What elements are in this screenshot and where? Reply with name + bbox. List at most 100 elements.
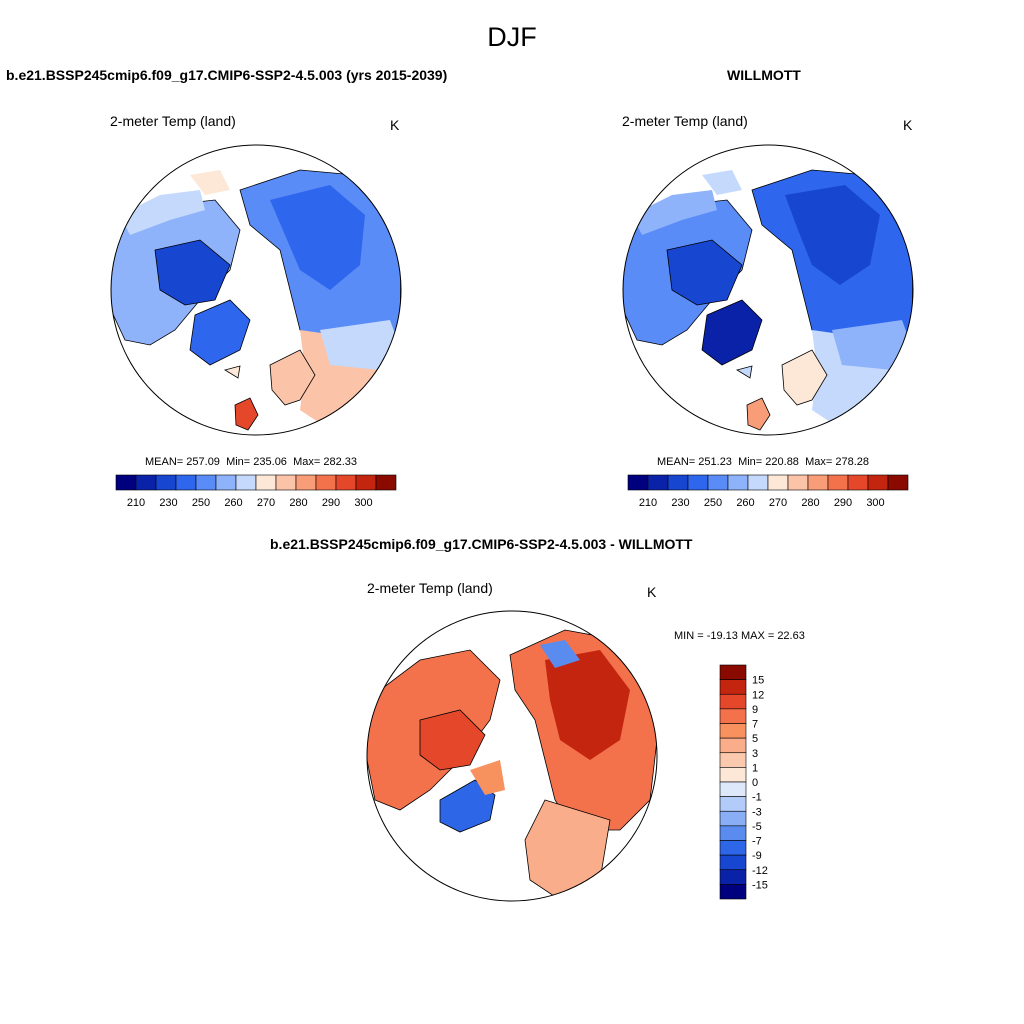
left-mean-value: 257.09	[186, 456, 220, 468]
diff-colorbar-swatch	[719, 708, 747, 724]
right-map-greenland	[701, 299, 763, 366]
left-colorbar-swatch	[155, 474, 177, 491]
right-colorbar-swatch	[647, 474, 669, 491]
right-colorbar-swatch	[767, 474, 789, 491]
right-colorbar-tick-label: 250	[704, 497, 722, 509]
diff-colorbar-tick-label: 0	[752, 777, 758, 789]
diff-colorbar-tick-label: -3	[752, 806, 762, 818]
left-colorbar-swatch	[195, 474, 217, 491]
right-colorbar-swatch	[887, 474, 909, 491]
left-colorbar: 210 230 250 260 270 280 290 300	[115, 474, 397, 509]
difference-map-border	[366, 610, 658, 902]
diff-map-greenland	[439, 779, 496, 833]
difference-polar-map	[367, 611, 657, 901]
right-panel-case-title: WILLMOTT	[727, 67, 801, 83]
left-colorbar-tick-label: 290	[322, 497, 340, 509]
diff-panel-units-label: K	[647, 584, 657, 600]
diff-map-greenland-edge	[470, 760, 505, 795]
right-colorbar-swatch	[867, 474, 889, 491]
right-mean-value: 251.23	[698, 456, 732, 468]
left-map-pacific-coast	[190, 170, 230, 195]
left-polar-map	[111, 145, 401, 435]
diff-colorbar-swatch	[719, 840, 747, 856]
left-colorbar-swatch	[255, 474, 277, 491]
left-map-alaska	[120, 190, 205, 235]
left-map-greenland	[189, 299, 251, 366]
right-colorbar-swatch	[827, 474, 849, 491]
diff-colorbar-tick-label: -5	[752, 821, 762, 833]
right-colorbar-swatch	[707, 474, 729, 491]
right-map-arctic-archipelago	[666, 239, 743, 306]
left-colorbar-tick-label: 230	[159, 497, 177, 509]
diff-colorbar-tick-label: 7	[752, 719, 758, 731]
right-colorbar: 210 230 250 260 270 280 290 300	[627, 474, 909, 509]
diff-panel-stats: MIN = -19.13 MAX = 22.63	[674, 630, 805, 642]
right-colorbar-swatch	[807, 474, 829, 491]
diff-colorbar-swatch	[719, 693, 747, 710]
left-colorbar-swatch	[375, 474, 397, 491]
left-map-east-siberia-core	[270, 185, 365, 290]
difference-colorbar: 15 12 9 7 5 3 1 0 -1 -3 -5 -7 -9 -12 -15	[719, 664, 768, 900]
left-colorbar-tick-label: 270	[257, 497, 275, 509]
diff-colorbar-swatch	[719, 796, 747, 812]
right-map-russia-west	[832, 320, 913, 370]
left-map-russia-west	[320, 320, 401, 370]
right-colorbar-swatch	[747, 474, 769, 491]
left-colorbar-swatch	[115, 474, 137, 491]
diff-colorbar-swatch	[719, 869, 747, 885]
diff-colorbar-swatch	[719, 884, 747, 900]
right-colorbar-swatch	[787, 474, 809, 491]
left-map-border	[110, 144, 402, 436]
right-panel-variable-label: 2-meter Temp (land)	[622, 113, 748, 129]
right-colorbar-tick-label: 230	[671, 497, 689, 509]
left-map-britain	[234, 397, 259, 431]
diff-colorbar-swatch	[719, 825, 747, 841]
right-map-alaska	[632, 190, 717, 235]
diff-colorbar-swatch	[719, 854, 747, 871]
right-max-value: 278.28	[835, 456, 869, 468]
diff-colorbar-swatch	[719, 723, 747, 739]
diff-colorbar-swatch	[719, 810, 747, 827]
diff-colorbar-tick-label: 1	[752, 762, 758, 774]
diff-colorbar-tick-label: 12	[752, 689, 764, 701]
diff-colorbar-tick-label: 5	[752, 733, 758, 745]
diff-colorbar-swatch	[719, 679, 747, 695]
diff-colorbar-swatch	[719, 752, 747, 768]
left-colorbar-swatch	[215, 474, 237, 491]
left-colorbar-swatch	[235, 474, 257, 491]
diff-panel-variable-label: 2-meter Temp (land)	[367, 580, 493, 596]
right-min-value: 220.88	[765, 456, 799, 468]
right-panel-stats: MEAN= 251.23 Min= 220.88 Max= 278.28	[657, 456, 869, 468]
right-colorbar-swatch	[727, 474, 749, 491]
right-colorbar-tick-label: 260	[736, 497, 754, 509]
diff-colorbar-tick-label: 3	[752, 748, 758, 760]
right-colorbar-tick-label: 300	[866, 497, 884, 509]
difference-panel-title: b.e21.BSSP245cmip6.f09_g17.CMIP6-SSP2-4.…	[270, 536, 693, 552]
left-colorbar-swatch	[175, 474, 197, 491]
right-colorbar-tick-label: 290	[834, 497, 852, 509]
left-colorbar-tick-label: 210	[127, 497, 145, 509]
left-colorbar-tick-label: 280	[289, 497, 307, 509]
diff-map-archipelago	[419, 709, 486, 771]
right-colorbar-swatch	[687, 474, 709, 491]
right-colorbar-tick-label: 210	[639, 497, 657, 509]
diff-colorbar-tick-label: -12	[752, 865, 768, 877]
diff-colorbar-swatch	[719, 664, 747, 680]
diff-colorbar-tick-label: -15	[752, 879, 768, 891]
left-colorbar-swatch	[355, 474, 377, 491]
left-colorbar-swatch	[315, 474, 337, 491]
right-map-east-siberia-core	[785, 185, 880, 285]
right-colorbar-tick-label: 270	[769, 497, 787, 509]
diff-colorbar-swatch	[719, 781, 747, 797]
left-panel-stats: MEAN= 257.09 Min= 235.06 Max= 282.33	[145, 456, 357, 468]
left-colorbar-swatch	[135, 474, 157, 491]
left-panel-variable-label: 2-meter Temp (land)	[110, 113, 236, 129]
right-colorbar-tick-label: 280	[801, 497, 819, 509]
right-map-border	[622, 144, 914, 436]
left-colorbar-tick-label: 250	[192, 497, 210, 509]
left-max-value: 282.33	[323, 456, 357, 468]
figure-title: DJF	[487, 22, 537, 52]
left-colorbar-swatch	[275, 474, 297, 491]
diff-colorbar-swatch	[719, 737, 747, 754]
